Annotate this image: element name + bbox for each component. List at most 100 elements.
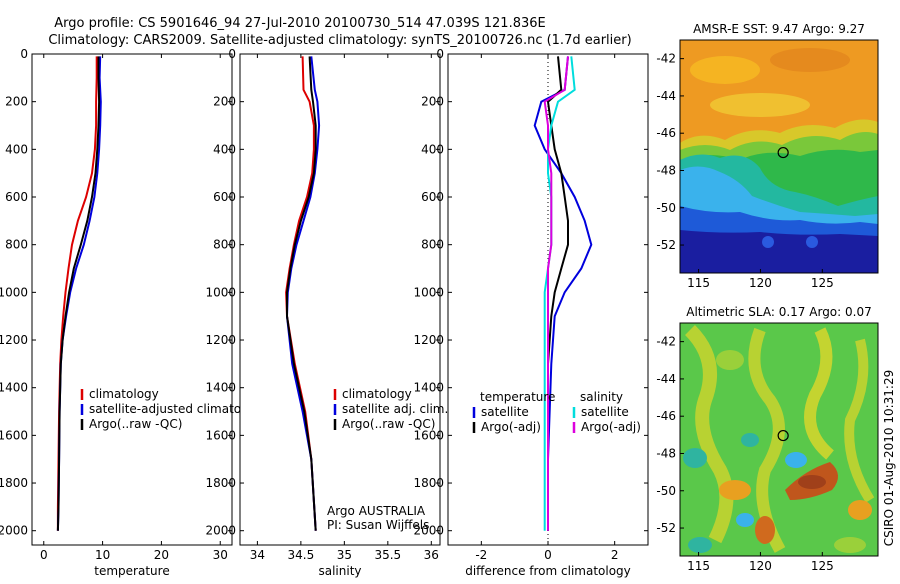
sla-patch-orange: [719, 480, 751, 500]
sst-band-navy: [680, 230, 878, 273]
sla-patch-teal: [741, 433, 759, 447]
difference-ytick-label: 1800: [413, 476, 444, 490]
temperature-series-line: [56, 56, 101, 531]
temperature-legend-label: climatology: [89, 387, 159, 401]
salinity-annotation: Argo AUSTRALIA: [327, 504, 426, 518]
difference-legend-label: satellite: [481, 405, 529, 419]
sla-patch: [716, 350, 744, 370]
sla_map-xtick-label: 115: [687, 559, 710, 573]
difference-xtick-label: -2: [475, 548, 487, 562]
sst-map-field: [680, 40, 878, 273]
difference-legend-header: salinity: [580, 390, 623, 404]
salinity-ytick-label: 1600: [205, 428, 236, 442]
sst_map-ytick-label: -44: [656, 89, 676, 103]
temperature-xlabel: temperature: [94, 564, 169, 578]
difference-xlabel: difference from climatology: [465, 564, 631, 578]
temperature-legend-label: Argo(..raw -QC): [89, 417, 182, 431]
temperature-ytick-label: 1000: [0, 285, 28, 299]
sla-map-field: [680, 323, 878, 556]
sst_map-ytick-label: -52: [656, 238, 676, 252]
temperature-ytick-label: 2000: [0, 524, 28, 538]
sla_map-xtick-label: 120: [749, 559, 772, 573]
sst-patch: [806, 236, 818, 248]
sla_map-argo-marker: [777, 429, 789, 442]
salinity-ytick-label: 1400: [205, 381, 236, 395]
salinity-annotation: PI: Susan Wijffels: [327, 518, 429, 532]
sst_map-ytick-label: -50: [656, 201, 676, 215]
sla_map-ytick-label: -42: [656, 335, 676, 349]
sla-map-axes: -42 -44 -46 -48 -50 -52 115 120 125: [656, 335, 833, 573]
temperature-plot-frame: [31, 53, 233, 546]
sla-patch: [834, 537, 866, 553]
difference-ytick-label: 400: [421, 142, 444, 156]
temperature-ytick-label: 1400: [0, 381, 28, 395]
temperature-ytick-label: 400: [5, 142, 28, 156]
salinity-profile-panel: 0 200 400 600 800 1000 1200 1400 1600 1800 2000 34 3…: [205, 47, 448, 578]
difference-ytick-label: 800: [421, 238, 444, 252]
difference-xtick-label: 2: [611, 548, 619, 562]
sla_map-ytick-label: -46: [656, 409, 676, 423]
sst_map-xtick-label: 115: [687, 276, 710, 290]
difference-ytick-label: 200: [421, 95, 444, 109]
sla-map-title: Altimetric SLA: 0.17 Argo: 0.07: [686, 305, 871, 319]
sla-patch-lightblue: [785, 452, 807, 468]
difference-series-line: [533, 56, 593, 531]
salinity-series-line: [285, 56, 321, 531]
salinity-ytick-label: 1800: [205, 476, 236, 490]
temperature-xtick-label: 30: [213, 548, 228, 562]
salinity-ytick-label: 1000: [205, 285, 236, 299]
temperature-ytick-label: 600: [5, 190, 28, 204]
sla-map-frame: [679, 322, 879, 557]
sst_map-ytick-label: -48: [656, 163, 676, 177]
sst-patch: [770, 48, 850, 72]
difference-ytick-label: 1200: [413, 333, 444, 347]
sla-band-yellow: [844, 338, 875, 503]
difference-series-line: [543, 56, 569, 531]
salinity-xtick-label: 35.5: [374, 548, 401, 562]
difference-ytick-label: 2000: [413, 524, 444, 538]
salinity-xlabel: salinity: [318, 564, 361, 578]
sst-patch: [710, 93, 810, 117]
difference-ytick-label: 600: [421, 190, 444, 204]
salinity-xtick-label: 34: [250, 548, 265, 562]
temperature-ytick-label: 1800: [0, 476, 28, 490]
difference-legend-label: Argo(-adj): [581, 420, 641, 434]
salinity-xtick-label: 34.5: [288, 548, 315, 562]
salinity-ytick-label: 800: [213, 238, 236, 252]
sla_map-ytick-label: -44: [656, 372, 676, 386]
temperature-ytick-label: 200: [5, 95, 28, 109]
sla-patch-lightblue: [736, 513, 754, 527]
temperature-ytick-label: 800: [5, 238, 28, 252]
salinity-legend-label: climatology: [342, 387, 412, 401]
sla_map-ytick-label: -52: [656, 521, 676, 535]
difference-ytick-label: 1000: [413, 285, 444, 299]
salinity-xtick-label: 36: [424, 548, 439, 562]
difference-legend-label: Argo(-adj): [481, 420, 541, 434]
difference-ytick-label: 1600: [413, 428, 444, 442]
salinity-plot-frame: [239, 53, 441, 546]
sst_map-xtick-label: 120: [749, 276, 772, 290]
difference-legend-label: satellite: [581, 405, 629, 419]
sla_map-ytick-label: -50: [656, 484, 676, 498]
temperature-xtick-label: 10: [95, 548, 110, 562]
difference-xtick-label: 0: [544, 548, 552, 562]
temperature-xtick-label: 20: [154, 548, 169, 562]
difference-series-line: [546, 56, 569, 531]
sla-patch-orange: [848, 500, 872, 520]
sla-patch-orange: [755, 516, 775, 544]
sla-band-yellow: [804, 327, 835, 460]
temperature-legend-label: satellite-adjusted climatology: [89, 402, 267, 416]
temperature-ytick-label: 1600: [0, 428, 28, 442]
sst-map-title: AMSR-E SST: 9.47 Argo: 9.27: [693, 22, 865, 36]
salinity-xtick-label: 35: [337, 548, 352, 562]
difference-ytick-label: 0: [436, 47, 444, 61]
difference-legend-header: temperature: [480, 390, 555, 404]
sst-patch: [762, 236, 774, 248]
sla-patch-teal: [683, 448, 707, 468]
salinity-ytick-label: 2000: [205, 524, 236, 538]
sla_map-ytick-label: -48: [656, 446, 676, 460]
sla-patch-teal: [688, 537, 712, 553]
